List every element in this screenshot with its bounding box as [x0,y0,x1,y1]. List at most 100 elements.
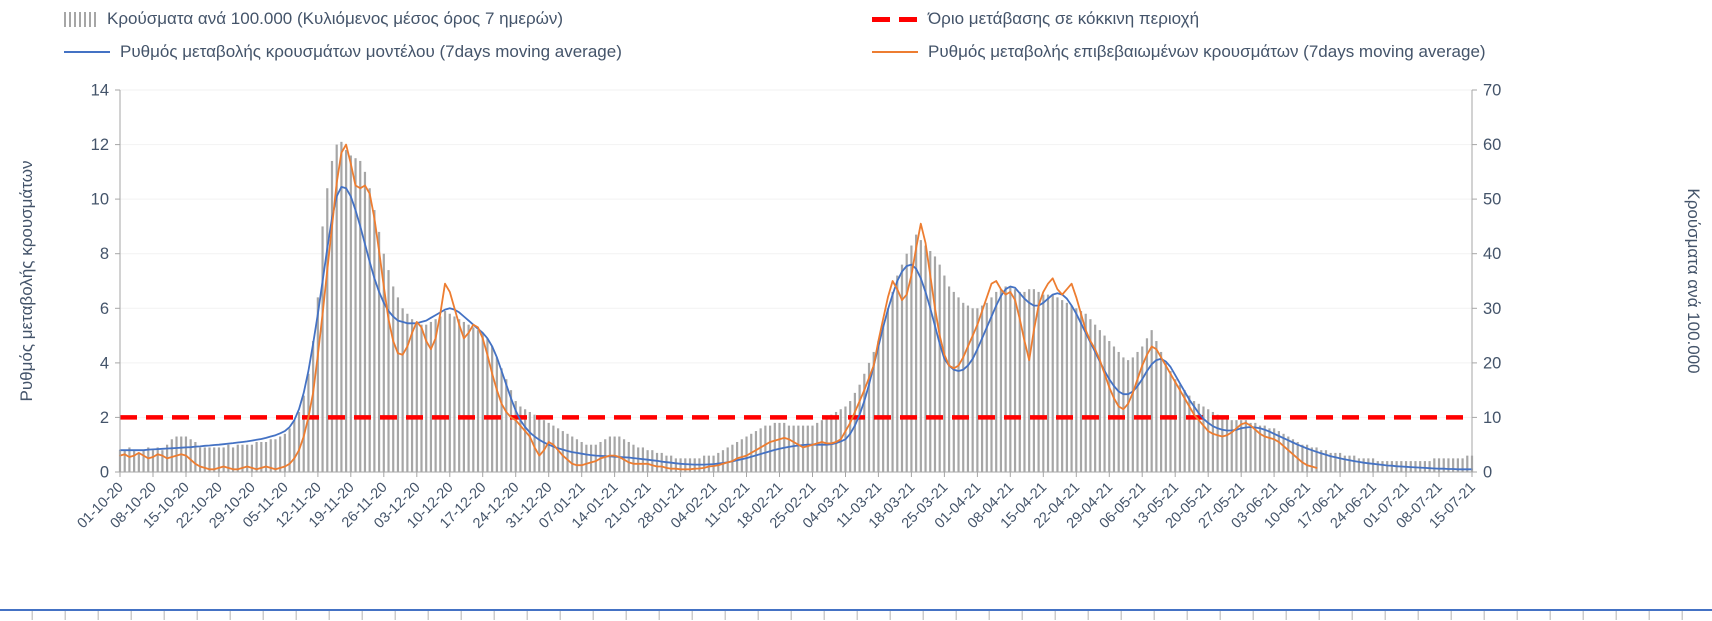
bar [491,346,494,472]
bar [156,447,159,472]
bar [1433,458,1436,472]
bar [1192,401,1196,472]
bar [335,144,338,472]
bar [858,384,861,472]
bar [905,253,908,472]
bar [1447,458,1450,472]
bar [222,447,225,472]
bar [1456,458,1459,472]
bar [476,330,480,472]
bar [250,444,253,472]
bar [882,324,885,472]
bar [189,439,192,472]
bar [392,286,395,472]
bar [754,431,758,472]
bar [1112,346,1116,472]
y-tick-label-left: 8 [100,245,109,263]
bar [745,436,748,472]
orange-line-swatch-icon [872,50,918,54]
bar [1046,294,1050,472]
bar [877,341,880,472]
bar [123,450,126,472]
bar [293,420,296,472]
y-tick-label-right: 40 [1483,245,1501,263]
bar [373,210,376,472]
bar [594,444,597,472]
bar [811,425,814,472]
y-tick-label-right: 70 [1483,82,1501,100]
bar [966,305,970,472]
bar [509,390,513,472]
bar [1437,458,1441,472]
bar [1381,461,1384,472]
bar [410,319,414,472]
bar [175,436,178,472]
bar [1249,422,1252,472]
bar [806,425,809,472]
bar [1075,308,1078,472]
bar [915,234,918,472]
bar [363,171,367,473]
y-tick-label-left: 10 [91,191,109,209]
bar [1070,305,1073,472]
bar [646,450,649,472]
bar [929,250,932,472]
bar [1061,300,1064,472]
bar [971,308,974,472]
bar [1089,319,1092,472]
bar [792,425,795,472]
bar [255,441,258,472]
bar [316,297,319,472]
y-tick-label-left: 2 [100,409,109,427]
bar [919,240,922,472]
bar [736,441,739,472]
bar [170,439,173,472]
bar [269,439,272,472]
bar [566,433,569,472]
bar [462,321,465,472]
bar [816,422,819,472]
bar [208,447,211,472]
bar [1423,461,1426,472]
bar [330,160,334,472]
bar [731,444,734,472]
bar [128,447,131,472]
bar [142,450,145,472]
legend-label-confirmed: Ρυθμός μεταβολής επιβεβαιωμένων κρουσμάτ… [928,42,1486,61]
bar [260,441,263,472]
bar [161,450,164,472]
bar [1018,291,1021,472]
bar [246,444,249,472]
bar [938,264,941,472]
bar [1197,403,1200,472]
bar [1282,433,1285,472]
bar [227,444,230,472]
bar [472,327,475,472]
bar [571,436,574,472]
bar [900,264,904,472]
bar [1103,335,1106,472]
bar [429,321,433,472]
bar [721,450,725,472]
bar [443,311,447,472]
bar [1461,458,1464,472]
bar [1287,436,1290,472]
bar [778,422,781,472]
bar [151,450,155,472]
bar [764,425,767,472]
red-dash-swatch-icon [872,16,918,22]
bar [495,357,498,472]
bar [589,444,593,472]
bar [684,458,687,472]
bar [985,302,988,472]
bar [406,313,409,472]
bar [194,441,197,472]
bar [575,439,579,472]
bar [524,409,527,472]
legend-item-confirmed-line: Ρυθμός μεταβολής επιβεβαιωμένων κρουσμάτ… [872,42,1486,62]
bar [980,305,984,472]
bar [867,362,871,472]
bar [1136,351,1139,472]
bar [773,422,776,472]
